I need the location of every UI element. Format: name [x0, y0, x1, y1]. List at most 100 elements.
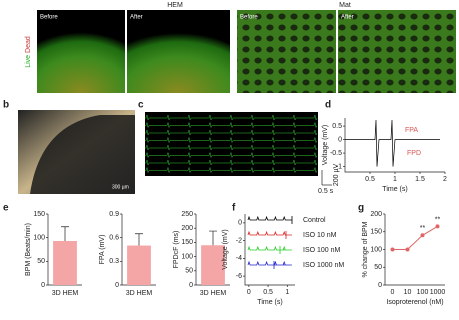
- mea-trace: [145, 114, 318, 121]
- annotation: **: [420, 225, 426, 232]
- point: [390, 247, 395, 252]
- y-axis-label: Voltage (mV): [322, 125, 329, 165]
- annotation: FPD: [407, 150, 421, 157]
- x-axis-label: Time (s): [382, 186, 407, 193]
- panel-letter: d: [325, 100, 331, 111]
- error-bar: [209, 230, 217, 246]
- error-bar: [61, 226, 69, 241]
- y-tick-label: 0: [338, 136, 342, 143]
- y-tick-label: -4: [236, 255, 242, 262]
- x-tick-label: 3D HEM: [200, 290, 227, 297]
- y-tick-label: -2: [236, 237, 242, 244]
- annotation: FPA: [405, 127, 418, 134]
- tissue: [30, 115, 135, 194]
- mea-traces: [145, 112, 318, 176]
- y-tick-label: 100: [33, 235, 45, 242]
- x-tick-label: 0.5: [263, 289, 273, 296]
- image-label: Before: [240, 15, 258, 21]
- y-axis-label: Voltage (mV): [222, 229, 229, 269]
- scale-label: 200 µV: [333, 164, 340, 187]
- image-label: Before: [40, 15, 58, 21]
- image: [37, 25, 125, 93]
- image: [127, 26, 230, 93]
- x-axis-label: Time (s): [257, 299, 282, 306]
- x-tick-label: 1000: [430, 289, 446, 296]
- trace: [247, 245, 292, 254]
- panel-c: c 200 µV 0.5 s: [138, 100, 340, 195]
- mea-trace: [145, 136, 318, 144]
- point: [405, 247, 410, 252]
- scale-label: 0.5 s: [318, 188, 334, 195]
- panel-letter: e: [3, 203, 9, 214]
- y-tick-label: 150: [33, 211, 45, 218]
- point: [435, 224, 440, 229]
- y-tick-label: -6: [236, 273, 242, 280]
- series-label: Control: [303, 217, 326, 224]
- x-tick-label: 100: [417, 289, 429, 296]
- y-axis-label: FPA (mV): [99, 235, 106, 265]
- y-tick-label: 100: [370, 246, 382, 253]
- y-tick-label: 0.5: [332, 123, 342, 130]
- image-label: After: [341, 15, 354, 21]
- panel-letter: f: [232, 203, 236, 214]
- image: [338, 10, 456, 93]
- panel-letter: b: [3, 100, 9, 111]
- y-tick-label: 200: [370, 211, 382, 218]
- axis: [344, 118, 445, 173]
- x-tick-label: 1: [285, 289, 289, 296]
- panel-b: b 300 µm: [3, 100, 135, 194]
- x-tick-label: 1.5: [415, 176, 425, 183]
- panel-letter: g: [358, 203, 364, 214]
- bar: [53, 240, 77, 285]
- axis: [244, 214, 295, 286]
- bar: [127, 245, 151, 285]
- group-label: Mat: [339, 2, 351, 9]
- x-tick-label: 3D HEM: [126, 290, 153, 297]
- x-axis-label: Isoproterenol (nM): [386, 299, 443, 306]
- mea-trace: [145, 151, 318, 159]
- x-tick-label: 0: [391, 289, 395, 296]
- mea-trace: [145, 159, 318, 166]
- mea-trace: [145, 166, 318, 174]
- series-label: ISO 1000 nM: [303, 262, 344, 269]
- annotation: **: [435, 216, 441, 223]
- series-label: ISO 10 nM: [303, 232, 337, 239]
- line: [392, 225, 438, 250]
- y-tick-label: 150: [370, 229, 382, 236]
- bar: [201, 245, 225, 285]
- y-tick-label: 0: [115, 282, 119, 289]
- y-tick-label: 50: [374, 264, 382, 271]
- y-tick-label: 250: [181, 211, 193, 218]
- y-tick-label: 0.6: [109, 235, 119, 242]
- y-tick-label: 100: [181, 253, 193, 260]
- y-tick-label: -0.5: [330, 150, 342, 157]
- y-axis-label: BPM (Beats/min): [25, 223, 32, 276]
- x-tick-label: 3D HEM: [52, 290, 79, 297]
- trace: [247, 260, 292, 269]
- y-tick-label: 0: [189, 282, 193, 289]
- mea-trace: [145, 129, 318, 136]
- y-tick-label: 50: [37, 258, 45, 265]
- y-tick-label: 0: [41, 282, 45, 289]
- y-tick-label: -1: [336, 163, 342, 170]
- error-bar: [135, 233, 143, 246]
- y-tick-label: 150: [181, 239, 193, 246]
- stain-label: Live Dead: [25, 36, 32, 68]
- trace: [247, 230, 292, 239]
- mea-trace: [145, 121, 318, 129]
- scale-label: 300 µm: [112, 184, 129, 190]
- trace: [345, 119, 440, 167]
- x-tick-label: 2: [443, 176, 447, 183]
- x-tick-label: 1: [393, 176, 397, 183]
- x-tick-label: 10: [404, 289, 412, 296]
- mea-trace: [145, 144, 318, 151]
- y-tick-label: 200: [181, 225, 193, 232]
- x-tick-label: 0.5: [365, 176, 375, 183]
- panel-letter: c: [138, 100, 144, 111]
- group-label: HEM: [167, 2, 183, 9]
- y-tick-label: 0.9: [109, 211, 119, 218]
- y-tick-label: 0: [378, 282, 382, 289]
- point: [420, 233, 425, 238]
- x-tick-label: 0: [247, 289, 251, 296]
